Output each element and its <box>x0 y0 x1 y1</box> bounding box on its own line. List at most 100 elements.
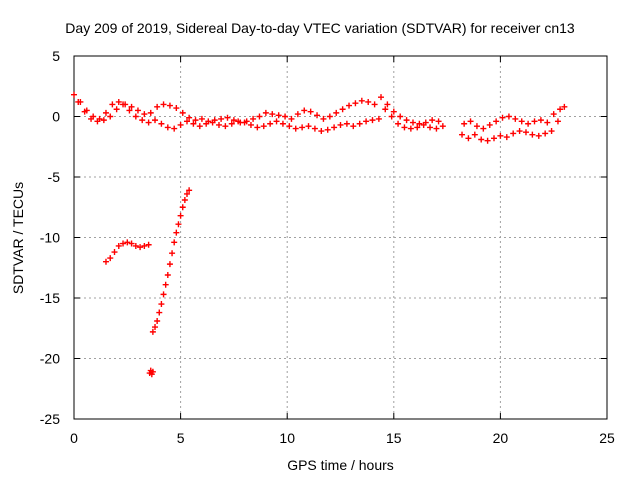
data-point <box>262 109 269 116</box>
data-point <box>459 131 466 138</box>
data-point <box>132 242 139 249</box>
data-point <box>196 123 203 130</box>
data-point <box>333 109 340 116</box>
data-point <box>378 94 385 101</box>
data-point <box>164 124 171 131</box>
data-point <box>311 125 318 132</box>
data-point <box>510 130 517 137</box>
data-point <box>484 137 491 144</box>
data-point <box>173 105 180 112</box>
data-points <box>71 91 568 378</box>
y-axis-label: SDTVAR / TECUs <box>10 181 26 295</box>
data-point <box>88 115 95 122</box>
data-point <box>128 240 135 247</box>
data-point <box>177 212 184 219</box>
data-point <box>314 112 321 119</box>
data-point <box>141 111 148 118</box>
data-point <box>190 120 197 127</box>
data-point <box>493 118 500 125</box>
data-point <box>209 119 216 126</box>
data-point <box>120 240 127 247</box>
data-point <box>158 120 165 127</box>
data-point <box>156 309 163 316</box>
data-point <box>179 204 186 211</box>
data-point <box>369 117 376 124</box>
data-point <box>505 113 512 120</box>
data-point <box>149 368 156 375</box>
y-tick-label: -5 <box>48 169 61 185</box>
data-point <box>356 120 363 127</box>
x-axis-label: GPS time / hours <box>287 457 394 473</box>
data-point <box>152 324 159 331</box>
data-point <box>171 125 178 132</box>
data-point <box>275 112 282 119</box>
data-point <box>256 113 263 120</box>
data-point <box>260 123 267 130</box>
data-point <box>107 255 114 262</box>
data-point <box>183 118 190 125</box>
axis-ticks: 0 5 10 15 20 25 -25 -20 -15 -10 -5 0 5 <box>40 48 615 446</box>
data-point <box>160 101 167 108</box>
data-point <box>166 102 173 109</box>
data-point <box>301 107 308 114</box>
data-point <box>343 120 350 127</box>
data-point <box>467 118 474 125</box>
data-point <box>120 101 127 108</box>
data-point <box>433 125 440 132</box>
data-point <box>516 128 523 135</box>
data-point <box>102 109 109 116</box>
data-point <box>160 291 167 298</box>
data-point <box>81 108 88 115</box>
data-point <box>154 317 161 324</box>
data-point <box>267 120 274 127</box>
data-point <box>113 106 120 113</box>
data-point <box>525 120 532 127</box>
data-point <box>395 120 402 127</box>
data-point <box>158 301 165 308</box>
data-point <box>292 125 299 132</box>
data-point <box>544 119 551 126</box>
data-point <box>439 123 446 130</box>
data-point <box>397 113 404 120</box>
data-point <box>286 123 293 130</box>
data-point <box>154 103 161 110</box>
data-point <box>512 115 519 122</box>
data-point <box>230 117 237 124</box>
series <box>102 239 152 265</box>
data-point <box>102 258 109 265</box>
x-tick-label: 15 <box>386 430 402 446</box>
data-point <box>175 221 182 228</box>
data-point <box>235 118 242 125</box>
data-point <box>409 119 416 126</box>
data-point <box>162 281 169 288</box>
x-tick-label: 10 <box>279 430 295 446</box>
data-point <box>145 119 152 126</box>
y-tick-label: -20 <box>40 351 60 367</box>
data-point <box>107 113 114 120</box>
data-point <box>198 115 205 122</box>
data-point <box>557 106 564 113</box>
data-point <box>522 129 529 136</box>
series <box>75 98 561 144</box>
x-tick-label: 25 <box>599 430 615 446</box>
data-point <box>145 241 152 248</box>
data-point <box>171 239 178 246</box>
series <box>149 187 193 335</box>
data-point <box>331 124 338 131</box>
data-point <box>132 113 139 120</box>
data-point <box>473 123 480 130</box>
data-point <box>352 100 359 107</box>
data-point <box>177 121 184 128</box>
series <box>71 91 568 132</box>
data-point <box>416 120 423 127</box>
data-point <box>403 117 410 124</box>
data-point <box>139 117 146 124</box>
data-point <box>134 107 141 114</box>
data-point <box>537 117 544 124</box>
data-point <box>299 124 306 131</box>
data-point <box>420 121 427 128</box>
x-tick-label: 20 <box>493 430 509 446</box>
data-point <box>305 123 312 130</box>
data-point <box>561 103 568 110</box>
